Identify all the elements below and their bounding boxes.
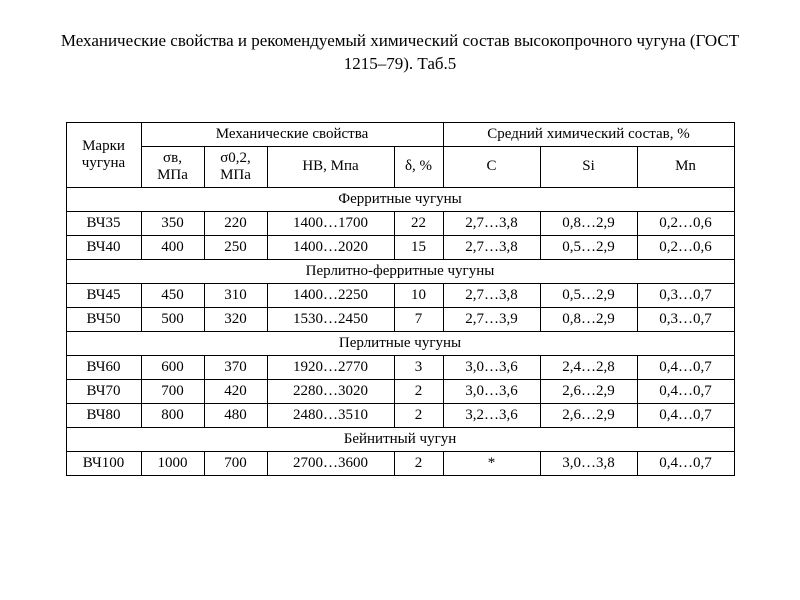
cell-si: 0,8…2,9 [540,307,637,331]
cell-d: 22 [394,211,443,235]
section-title: Перлитные чугуны [66,331,734,355]
cell-s02: 320 [204,307,267,331]
cell-mn: 0,4…0,7 [637,355,734,379]
cell-sv: 600 [141,355,204,379]
cell-d: 10 [394,283,443,307]
cell-d: 3 [394,355,443,379]
header-row-2: σв, МПа σ0,2, МПа HB, Мпа δ, % C Si Mn [66,146,734,187]
cell-si: 0,5…2,9 [540,235,637,259]
cell-mn: 0,2…0,6 [637,211,734,235]
cell-si: 2,4…2,8 [540,355,637,379]
cell-sv: 400 [141,235,204,259]
cell-hb: 2700…3600 [267,451,394,475]
table-row: ВЧ606003701920…277033,0…3,62,4…2,80,4…0,… [66,355,734,379]
cell-si: 2,6…2,9 [540,403,637,427]
cell-d: 15 [394,235,443,259]
cell-s02: 310 [204,283,267,307]
cell-hb: 2480…3510 [267,403,394,427]
page-title: Механические свойства и рекомендуемый хи… [60,30,740,76]
cell-mn: 0,4…0,7 [637,403,734,427]
col-si-header: Si [540,146,637,187]
cell-sv: 450 [141,283,204,307]
cell-g: ВЧ80 [66,403,141,427]
cell-g: ВЧ70 [66,379,141,403]
cell-mn: 0,3…0,7 [637,307,734,331]
properties-table: Марки чугуна Механические свойства Средн… [66,122,735,476]
col-chem-header: Средний химический состав, % [443,122,734,146]
col-mech-header: Механические свойства [141,122,443,146]
col-grade-header: Марки чугуна [66,122,141,187]
cell-sv: 800 [141,403,204,427]
cell-g: ВЧ100 [66,451,141,475]
cell-g: ВЧ35 [66,211,141,235]
cell-si: 0,8…2,9 [540,211,637,235]
col-sigma-v-header: σв, МПа [141,146,204,187]
cell-g: ВЧ60 [66,355,141,379]
cell-g: ВЧ50 [66,307,141,331]
cell-s02: 480 [204,403,267,427]
section-row: Перлитно-ферритные чугуны [66,259,734,283]
col-sigma-02-header: σ0,2, МПа [204,146,267,187]
cell-s02: 220 [204,211,267,235]
cell-sv: 700 [141,379,204,403]
cell-s02: 700 [204,451,267,475]
cell-sv: 1000 [141,451,204,475]
cell-c: 2,7…3,9 [443,307,540,331]
table-row: ВЧ707004202280…302023,0…3,62,6…2,90,4…0,… [66,379,734,403]
cell-c: 2,7…3,8 [443,211,540,235]
cell-mn: 0,2…0,6 [637,235,734,259]
cell-si: 3,0…3,8 [540,451,637,475]
section-row: Перлитные чугуны [66,331,734,355]
cell-hb: 1920…2770 [267,355,394,379]
cell-c: 3,0…3,6 [443,355,540,379]
cell-sv: 350 [141,211,204,235]
col-hb-header: HB, Мпа [267,146,394,187]
section-row: Бейнитный чугун [66,427,734,451]
cell-s02: 370 [204,355,267,379]
col-c-header: C [443,146,540,187]
section-title: Ферритные чугуны [66,187,734,211]
cell-hb: 1400…2250 [267,283,394,307]
cell-si: 2,6…2,9 [540,379,637,403]
cell-hb: 1400…2020 [267,235,394,259]
cell-mn: 0,4…0,7 [637,379,734,403]
table-row: ВЧ808004802480…351023,2…3,62,6…2,90,4…0,… [66,403,734,427]
cell-c: 2,7…3,8 [443,235,540,259]
cell-s02: 420 [204,379,267,403]
section-title: Бейнитный чугун [66,427,734,451]
cell-d: 7 [394,307,443,331]
section-row: Ферритные чугуны [66,187,734,211]
cell-mn: 0,3…0,7 [637,283,734,307]
cell-d: 2 [394,451,443,475]
cell-d: 2 [394,403,443,427]
cell-g: ВЧ40 [66,235,141,259]
section-title: Перлитно-ферритные чугуны [66,259,734,283]
cell-sv: 500 [141,307,204,331]
cell-hb: 2280…3020 [267,379,394,403]
table-row: ВЧ404002501400…2020152,7…3,80,5…2,90,2…0… [66,235,734,259]
table-row: ВЧ353502201400…1700222,7…3,80,8…2,90,2…0… [66,211,734,235]
cell-d: 2 [394,379,443,403]
table-row: ВЧ505003201530…245072,7…3,90,8…2,90,3…0,… [66,307,734,331]
table-row: ВЧ454503101400…2250102,7…3,80,5…2,90,3…0… [66,283,734,307]
cell-hb: 1400…1700 [267,211,394,235]
col-mn-header: Mn [637,146,734,187]
cell-c: 3,0…3,6 [443,379,540,403]
cell-c: 2,7…3,8 [443,283,540,307]
cell-mn: 0,4…0,7 [637,451,734,475]
header-row-1: Марки чугуна Механические свойства Средн… [66,122,734,146]
cell-s02: 250 [204,235,267,259]
col-delta-header: δ, % [394,146,443,187]
table-row: ВЧ10010007002700…36002*3,0…3,80,4…0,7 [66,451,734,475]
cell-c: 3,2…3,6 [443,403,540,427]
cell-hb: 1530…2450 [267,307,394,331]
cell-g: ВЧ45 [66,283,141,307]
cell-si: 0,5…2,9 [540,283,637,307]
cell-c: * [443,451,540,475]
